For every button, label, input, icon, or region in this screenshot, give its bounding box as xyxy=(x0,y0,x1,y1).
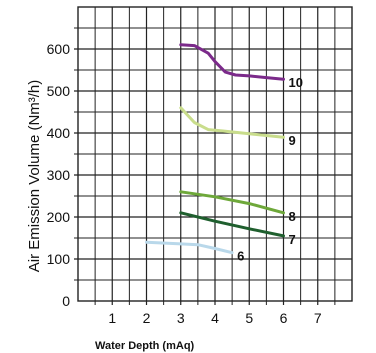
y-tick-labels: 0 100 200 300 400 500 600 xyxy=(47,41,71,309)
series-line-9 xyxy=(179,106,285,139)
x-tick-label: 3 xyxy=(177,310,185,326)
series-labels: 10 9 8 7 6 xyxy=(237,75,303,263)
series-label-6: 6 xyxy=(237,249,244,264)
series-label-8: 8 xyxy=(289,209,296,224)
series-label-7: 7 xyxy=(289,232,296,247)
series-line-7 xyxy=(179,211,285,238)
x-tick-label: 1 xyxy=(108,310,116,326)
series-label-10: 10 xyxy=(289,75,303,90)
x-tick-label: 4 xyxy=(211,310,219,326)
y-tick-label: 200 xyxy=(47,209,71,225)
y-tick-label: 600 xyxy=(47,41,71,57)
x-tick-label: 7 xyxy=(314,310,322,326)
series-line-6 xyxy=(145,240,234,255)
x-tick-labels: 1 2 3 4 5 6 7 xyxy=(108,310,322,326)
series-line-8 xyxy=(179,190,285,215)
y-tick-label: 100 xyxy=(47,251,71,267)
y-tick-label: 0 xyxy=(62,293,70,309)
series-line-10 xyxy=(179,43,285,81)
grid xyxy=(74,6,353,305)
y-tick-label: 400 xyxy=(47,125,71,141)
x-axis-label: Water Depth (mAq) xyxy=(95,340,195,352)
x-tick-label: 6 xyxy=(280,310,288,326)
series-label-9: 9 xyxy=(289,133,296,148)
y-axis-label: Air Emission Volume (Nm³/h) xyxy=(26,80,43,273)
y-tick-label: 300 xyxy=(47,167,71,183)
y-tick-label: 500 xyxy=(47,83,71,99)
x-tick-label: 2 xyxy=(143,310,151,326)
x-tick-label: 5 xyxy=(245,310,253,326)
series-lines xyxy=(145,43,285,255)
